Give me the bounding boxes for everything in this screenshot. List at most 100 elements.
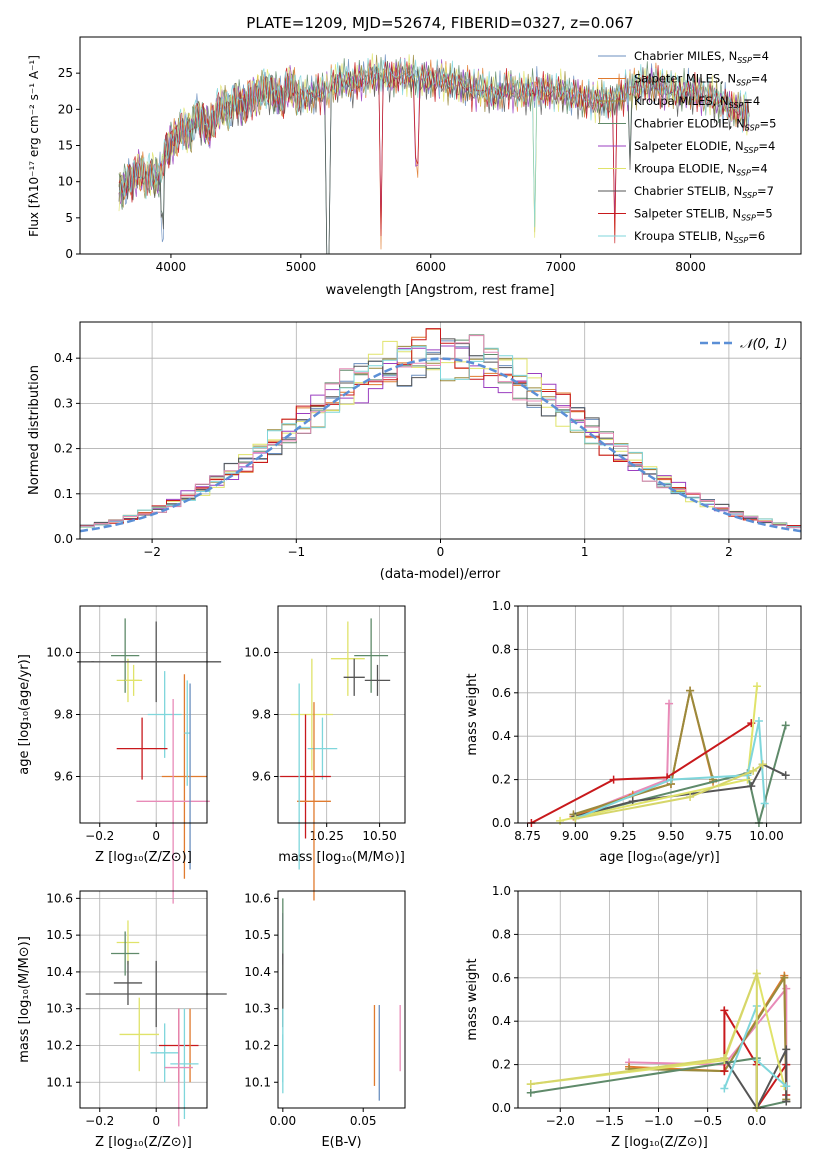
plus-marker: [571, 814, 580, 823]
legend-value: =6: [748, 229, 765, 243]
x-tick-label: 0.0: [747, 1114, 766, 1128]
weight-series-line: [575, 763, 764, 820]
y-tick-label: 1.0: [492, 599, 511, 613]
y-tick-label: 10.5: [46, 928, 73, 942]
spectrum-series-line: [118, 53, 750, 238]
x-tick-label: 10.00: [749, 829, 783, 843]
legend-value: =4: [743, 94, 760, 108]
axis-xlabel: Z [log₁₀(Z/Z⊙)]: [95, 1135, 192, 1150]
residual-histogram: [80, 346, 801, 528]
legend-entry: Chabrier ELODIE, NSSP=5: [634, 117, 776, 133]
axis-xlabel: age [log₁₀(age/yr)]: [599, 850, 720, 865]
x-tick-label: 5000: [286, 260, 317, 274]
plus-marker: [526, 1088, 535, 1097]
plus-marker: [747, 782, 756, 791]
age-vs-mass-panel: 10.25 10.50 9.6 9.8 10.0 mass [log₁₀(M/M⊙)]: [244, 605, 406, 901]
plus-marker: [686, 686, 695, 695]
plus-marker: [781, 721, 790, 730]
y-tick-label: 10.5: [244, 928, 271, 942]
y-tick-label: 9.6: [54, 770, 73, 784]
legend-label: 𝒩(0, 1): [740, 337, 787, 352]
y-tick-label: 20: [58, 102, 73, 116]
y-tick-label: 0.8: [492, 642, 511, 656]
y-tick-label: 10.0: [46, 646, 73, 660]
y-tick-label: 10.1: [244, 1075, 271, 1089]
weight-series-line: [530, 722, 752, 824]
axis-xlabel: E(B-V): [321, 1135, 361, 1150]
spectrum-series-line: [118, 57, 750, 228]
errorbar-point: [111, 931, 140, 976]
residual-histogram: [80, 328, 801, 527]
legend-subscript: SSP: [741, 214, 756, 223]
legend-subscript: SSP: [745, 124, 760, 133]
y-tick-label: 10.3: [244, 1002, 271, 1016]
y-tick-label: 10.6: [46, 891, 73, 905]
errorbar-point: [136, 699, 210, 904]
residuals-ylabel: Normed distribution: [27, 365, 42, 495]
errorbar-point: [116, 717, 168, 780]
plus-marker: [720, 1054, 729, 1063]
legend-entry: Salpeter ELODIE, NSSP=4: [634, 139, 775, 155]
y-tick-label: 1.0: [492, 884, 511, 898]
y-tick-label: 0.0: [492, 816, 511, 830]
errorbar-point: [343, 658, 365, 696]
x-tick-label: 1: [581, 545, 589, 559]
x-tick-label: 0: [152, 829, 160, 843]
legend-entry: Chabrier MILES, NSSP=4: [634, 49, 769, 65]
legend-subscript: SSP: [736, 79, 751, 88]
residual-histogram: [80, 335, 801, 529]
y-tick-label: 0.2: [492, 773, 511, 787]
y-tick-label: 0.4: [492, 1014, 511, 1028]
axis-xlabel: mass [log₁₀(M/M⊙)]: [278, 850, 405, 865]
residuals-histograms: [80, 328, 801, 529]
errorbar-point: [150, 1023, 179, 1083]
x-tick-label: 0: [437, 545, 445, 559]
legend-subscript: SSP: [729, 101, 744, 110]
spectrum-xlabel: wavelength [Angstrom, rest frame]: [326, 283, 555, 298]
x-tick-label: 9.50: [658, 829, 685, 843]
errorbar-point: [170, 1008, 199, 1120]
y-tick-label: 10.6: [244, 891, 271, 905]
errorbar-point: [164, 1008, 193, 1127]
x-tick-label: 8.75: [514, 829, 541, 843]
axis-ylabel: mass [log₁₀(M/M⊙)]: [17, 936, 32, 1063]
x-tick-label: 9.75: [705, 829, 732, 843]
plus-marker: [749, 766, 758, 775]
weight-vs-metallicity-panel: −2.0 −1.5 −1.0 −0.5 0.0 0.0 0.2 0.4 0.6 0.8 1.0 Z […: [465, 884, 802, 1150]
errorbar-point: [85, 960, 227, 1028]
legend-value: =4: [758, 139, 775, 153]
legend-entry: Chabrier STELIB, NSSP=7: [634, 184, 774, 200]
residuals-xlabel: (data-model)/error: [380, 567, 501, 582]
y-tick-label: 0.0: [492, 1101, 511, 1115]
axes-frame: [277, 605, 406, 824]
plus-marker: [752, 969, 761, 978]
y-tick-label: 0.1: [54, 487, 73, 501]
x-tick-label: 10.50: [362, 829, 396, 843]
plus-marker: [609, 775, 618, 784]
x-tick-label: −0.2: [85, 829, 114, 843]
weight-series-line: [530, 970, 786, 1087]
plus-marker: [782, 1097, 791, 1106]
normal-reference-curve: [79, 357, 802, 533]
errorbar-point: [364, 664, 391, 696]
plus-marker: [666, 775, 675, 784]
plus-marker: [720, 1067, 729, 1076]
x-tick-label: 0.05: [350, 1114, 377, 1128]
spectrum-legend: Chabrier MILES, NSSP=4 Salpeter MILES, NS…: [598, 49, 776, 245]
plus-marker: [754, 717, 763, 726]
y-tick-label: 10.2: [46, 1038, 73, 1052]
errorbar-point: [116, 920, 140, 965]
legend-entry: Salpeter STELIB, NSSP=5: [634, 207, 773, 223]
errorbar-point: [297, 702, 331, 901]
legend-subscript: SSP: [736, 169, 751, 178]
x-tick-label: 7000: [545, 260, 576, 274]
axes-frame: [79, 890, 208, 1109]
axes-frame: [517, 890, 802, 1109]
weight-series-line: [559, 686, 758, 822]
y-tick-label: 0.3: [54, 396, 73, 410]
x-tick-label: 10.25: [310, 829, 344, 843]
y-tick-label: 10.2: [244, 1038, 271, 1052]
y-tick-label: 0.8: [492, 927, 511, 941]
weight-series-line: [723, 1005, 787, 1089]
legend-subscript: SSP: [742, 191, 757, 200]
